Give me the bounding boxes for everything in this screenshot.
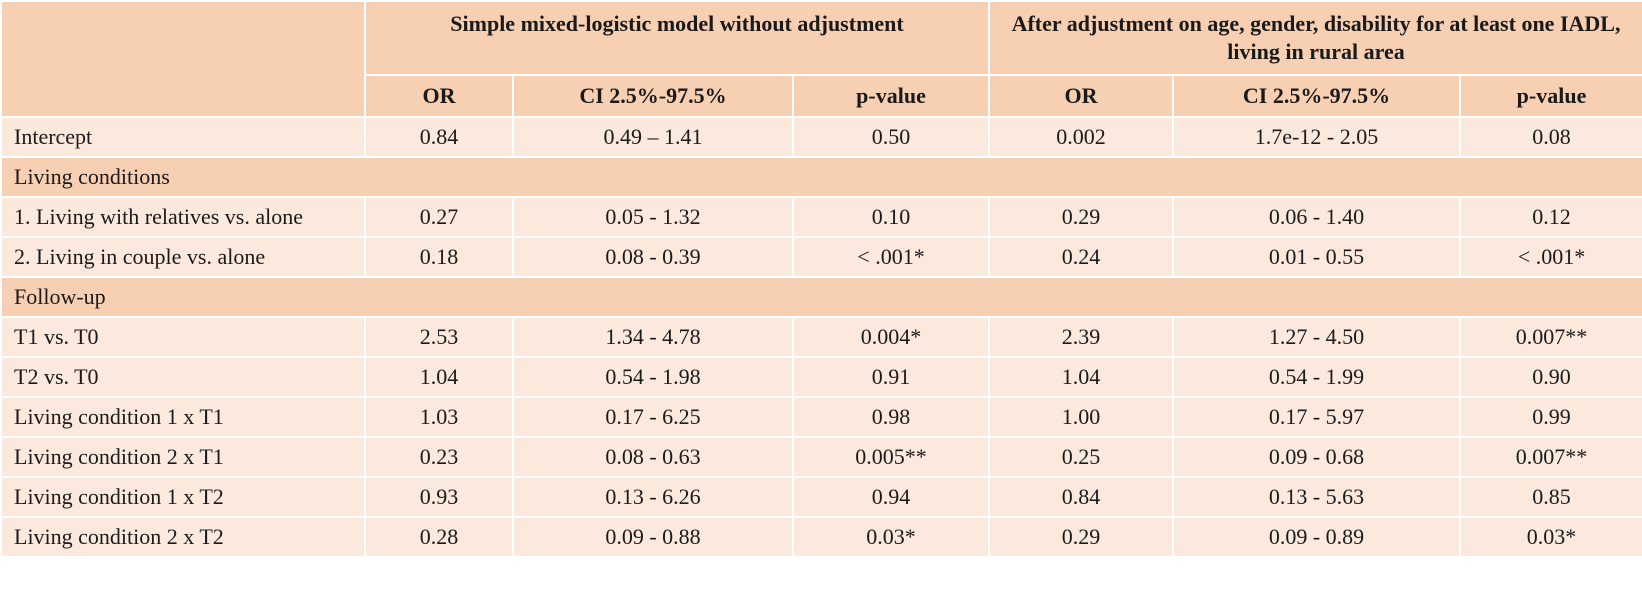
cell-ci2: 0.17 - 5.97 (1172, 396, 1462, 438)
cell-p1: 0.98 (791, 396, 991, 438)
cell-or2: 0.24 (988, 236, 1175, 278)
cell-ci1: 0.54 - 1.98 (512, 356, 794, 398)
section-row: Follow-up (0, 276, 1642, 318)
cell-p1: 0.03* (791, 516, 991, 558)
section-label: Follow-up (0, 276, 1642, 318)
row-label: Living condition 2 x T1 (0, 436, 366, 478)
cell-or1: 0.28 (364, 516, 514, 558)
row-label: T2 vs. T0 (0, 356, 366, 398)
cell-p1: 0.91 (791, 356, 991, 398)
cell-ci1: 0.08 - 0.39 (512, 236, 794, 278)
row-label: Living condition 2 x T2 (0, 516, 366, 558)
cell-p2: 0.08 (1459, 116, 1642, 158)
col-header-ci-adjusted: CI 2.5%-97.5% (1172, 74, 1462, 118)
cell-or2: 0.84 (988, 476, 1175, 518)
cell-ci2: 1.27 - 4.50 (1172, 316, 1462, 358)
cell-or1: 0.84 (364, 116, 514, 158)
cell-or2: 2.39 (988, 316, 1175, 358)
table-row: T1 vs. T0 2.53 1.34 - 4.78 0.004* 2.39 1.27 -… (0, 316, 1642, 358)
cell-or1: 0.27 (364, 196, 514, 238)
cell-ci2: 0.13 - 5.63 (1172, 476, 1462, 518)
cell-p2: 0.007** (1459, 316, 1642, 358)
row-label: Intercept (0, 116, 366, 158)
cell-p2: < .001* (1459, 236, 1642, 278)
section-label: Living conditions (0, 156, 1642, 198)
cell-ci1: 0.08 - 0.63 (512, 436, 794, 478)
row-label: 1. Living with relatives vs. alone (0, 196, 366, 238)
cell-ci2: 0.01 - 0.55 (1172, 236, 1462, 278)
cell-ci1: 1.34 - 4.78 (512, 316, 794, 358)
cell-or2: 0.002 (988, 116, 1175, 158)
col-header-or-unadjusted: OR (364, 74, 514, 118)
cell-ci2: 0.54 - 1.99 (1172, 356, 1462, 398)
cell-ci2: 0.09 - 0.68 (1172, 436, 1462, 478)
cell-p1: 0.004* (791, 316, 991, 358)
table-row: Living condition 2 x T1 0.23 0.08 - 0.63 0.… (0, 436, 1642, 478)
cell-or1: 0.93 (364, 476, 514, 518)
cell-or1: 1.04 (364, 356, 514, 398)
cell-ci1: 0.09 - 0.88 (512, 516, 794, 558)
cell-p2: 0.99 (1459, 396, 1642, 438)
cell-p1: 0.94 (791, 476, 991, 518)
cell-p2: 0.90 (1459, 356, 1642, 398)
table-row: Living condition 1 x T1 1.03 0.17 - 6.25 0.… (0, 396, 1642, 438)
cell-ci1: 0.13 - 6.26 (512, 476, 794, 518)
table-row: Living condition 2 x T2 0.28 0.09 - 0.88 0.… (0, 516, 1642, 558)
section-row: Living conditions (0, 156, 1642, 198)
cell-p1: < .001* (791, 236, 991, 278)
cell-or1: 2.53 (364, 316, 514, 358)
col-header-p-unadjusted: p-value (791, 74, 991, 118)
table-row: 2. Living in couple vs. alone 0.18 0.08 - … (0, 236, 1642, 278)
cell-p1: 0.50 (791, 116, 991, 158)
row-label: T1 vs. T0 (0, 316, 366, 358)
cell-or2: 0.29 (988, 516, 1175, 558)
cell-or1: 0.23 (364, 436, 514, 478)
cell-p1: 0.005** (791, 436, 991, 478)
table-body: Intercept 0.84 0.49 – 1.41 0.50 0.002 1.7e-12… (0, 116, 1642, 558)
cell-p2: 0.03* (1459, 516, 1642, 558)
cell-p2: 0.007** (1459, 436, 1642, 478)
cell-p1: 0.10 (791, 196, 991, 238)
table-row: Living condition 1 x T2 0.93 0.13 - 6.26 0.… (0, 476, 1642, 518)
cell-or2: 1.00 (988, 396, 1175, 438)
table-row: 1. Living with relatives vs. alone 0.27 0.… (0, 196, 1642, 238)
col-header-p-adjusted: p-value (1459, 74, 1642, 118)
corner-cell (0, 0, 366, 118)
col-header-or-adjusted: OR (988, 74, 1175, 118)
cell-ci2: 0.06 - 1.40 (1172, 196, 1462, 238)
row-label: Living condition 1 x T2 (0, 476, 366, 518)
cell-or2: 0.29 (988, 196, 1175, 238)
results-table: Simple mixed-logistic model without adju… (0, 0, 1642, 558)
cell-ci1: 0.49 – 1.41 (512, 116, 794, 158)
cell-p2: 0.85 (1459, 476, 1642, 518)
cell-ci2: 1.7e-12 - 2.05 (1172, 116, 1462, 158)
cell-or1: 0.18 (364, 236, 514, 278)
cell-ci2: 0.09 - 0.89 (1172, 516, 1462, 558)
col-header-ci-unadjusted: CI 2.5%-97.5% (512, 74, 794, 118)
cell-ci1: 0.17 - 6.25 (512, 396, 794, 438)
table-row: Intercept 0.84 0.49 – 1.41 0.50 0.002 1.7e-12… (0, 116, 1642, 158)
table-row: T2 vs. T0 1.04 0.54 - 1.98 0.91 1.04 0.54 - 1… (0, 356, 1642, 398)
cell-p2: 0.12 (1459, 196, 1642, 238)
cell-ci1: 0.05 - 1.32 (512, 196, 794, 238)
cell-or2: 0.25 (988, 436, 1175, 478)
row-label: Living condition 1 x T1 (0, 396, 366, 438)
row-label: 2. Living in couple vs. alone (0, 236, 366, 278)
group-header-adjusted: After adjustment on age, gender, disabil… (988, 0, 1642, 76)
cell-or2: 1.04 (988, 356, 1175, 398)
cell-or1: 1.03 (364, 396, 514, 438)
group-header-unadjusted: Simple mixed-logistic model without adju… (363, 0, 991, 76)
